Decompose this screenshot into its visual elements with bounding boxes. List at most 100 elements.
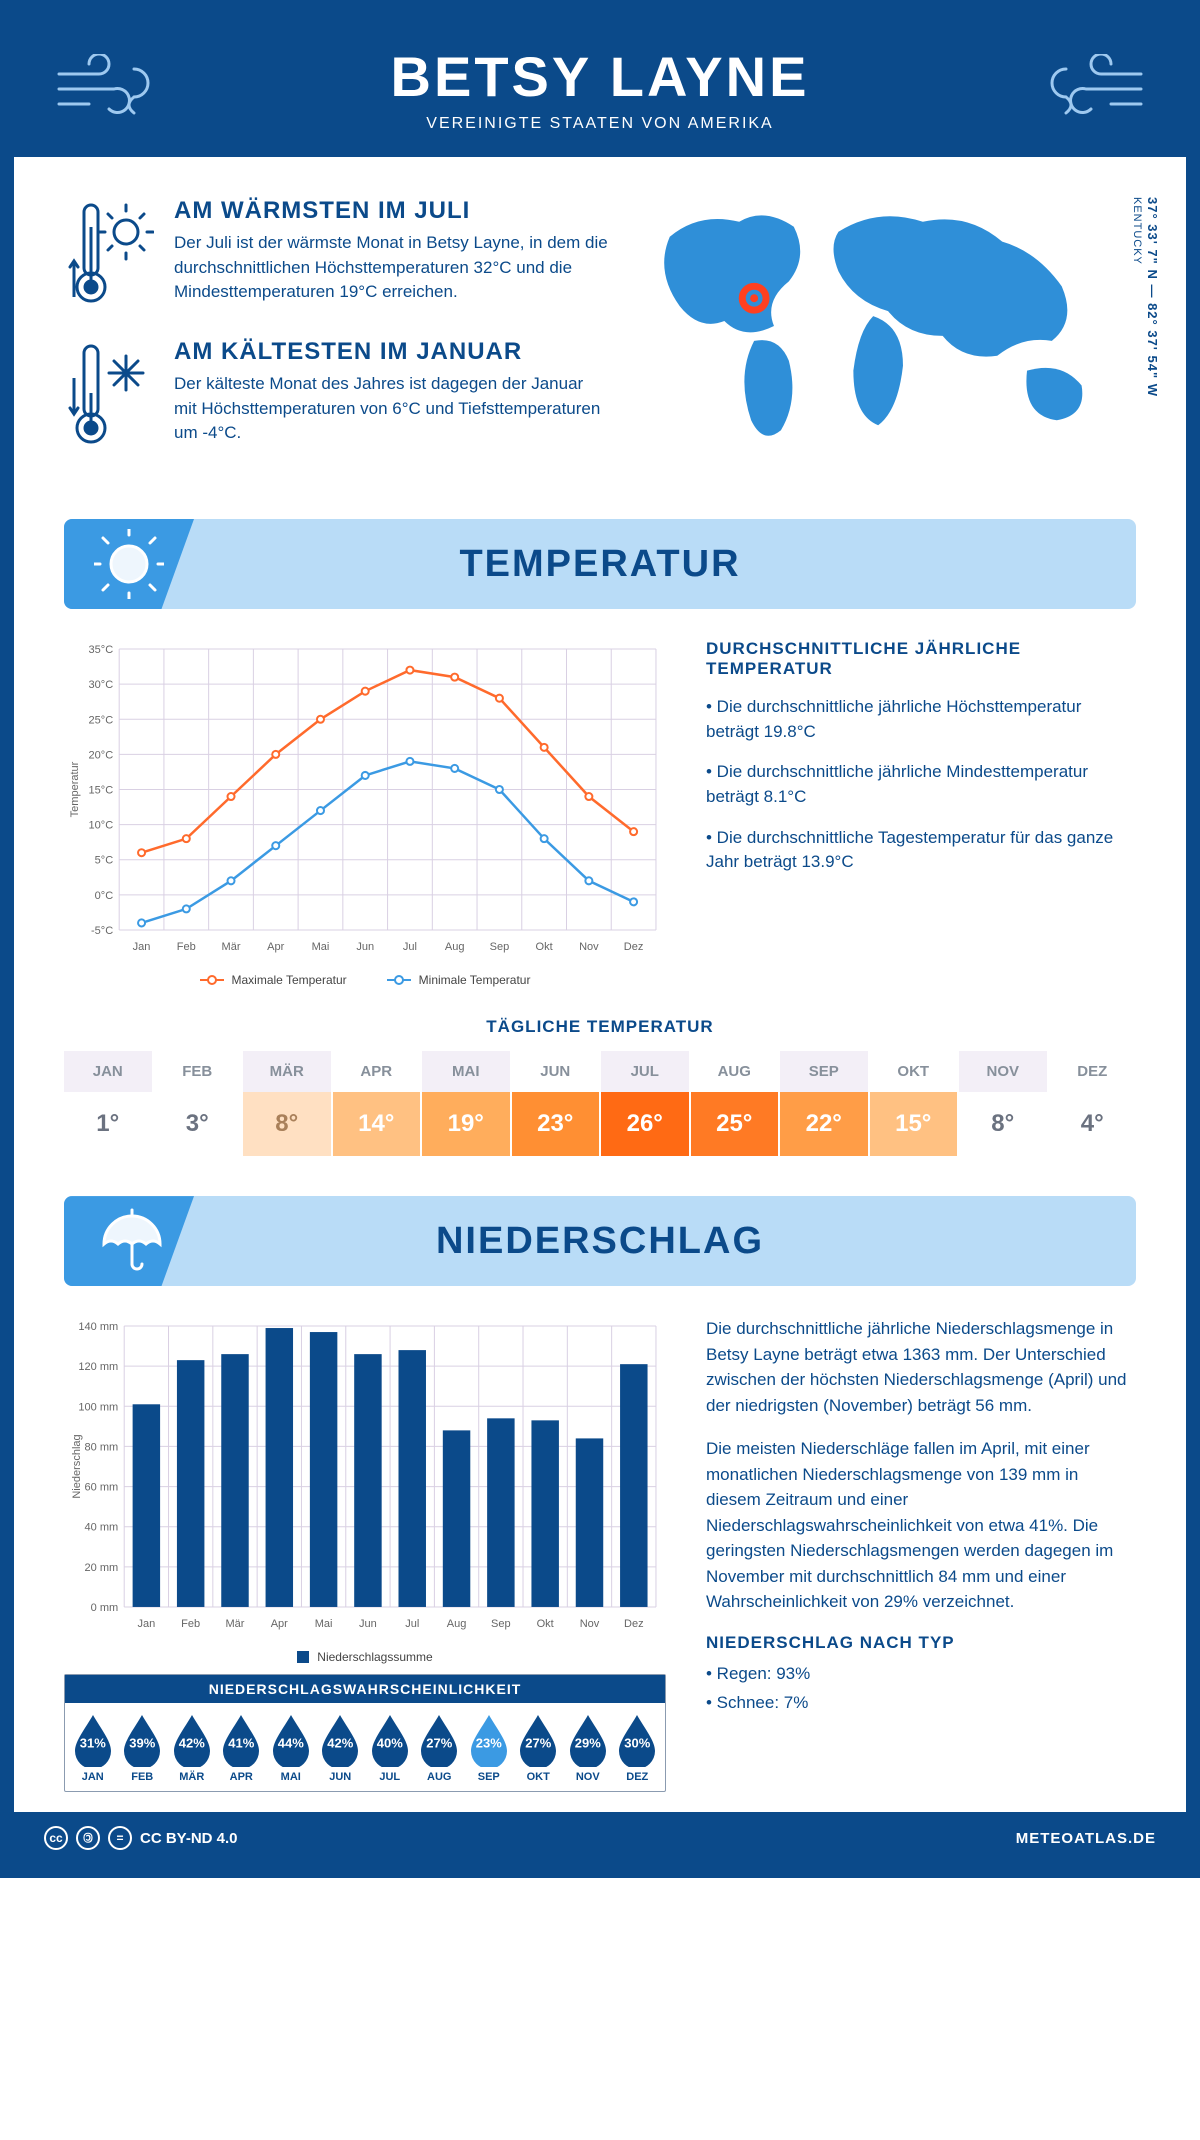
svg-text:Feb: Feb <box>181 1618 200 1630</box>
summary-cold: AM KÄLTESTEN IM JANUAR Der kälteste Mona… <box>64 338 610 453</box>
svg-text:120 mm: 120 mm <box>78 1361 118 1373</box>
svg-text:30°C: 30°C <box>89 679 114 691</box>
daily-temp-table: JAN1°FEB3°MÄR8°APR14°MAI19°JUN23°JUL26°A… <box>64 1051 1136 1156</box>
temp-cell: DEZ4° <box>1049 1051 1137 1156</box>
page-subtitle: VEREINIGTE STAATEN VON AMERIKA <box>34 115 1166 133</box>
svg-text:Nov: Nov <box>579 941 599 953</box>
probability-box: NIEDERSCHLAGSWAHRSCHEINLICHKEIT 31%JAN39… <box>64 1674 666 1792</box>
precip-p2: Die meisten Niederschläge fallen im Apri… <box>706 1436 1136 1615</box>
page-title: BETSY LAYNE <box>34 44 1166 109</box>
svg-text:Temperatur: Temperatur <box>69 761 81 817</box>
temp-bullet: • Die durchschnittliche Tagestemperatur … <box>706 826 1136 875</box>
temp-cell: JUL26° <box>601 1051 689 1156</box>
svg-text:25°C: 25°C <box>89 714 114 726</box>
temp-cell: NOV8° <box>959 1051 1047 1156</box>
probability-heading: NIEDERSCHLAGSWAHRSCHEINLICHKEIT <box>65 1675 665 1703</box>
svg-text:Jan: Jan <box>133 941 151 953</box>
svg-text:-5°C: -5°C <box>91 925 113 937</box>
svg-text:Niederschlag: Niederschlag <box>71 1434 83 1498</box>
temp-cell: SEP22° <box>780 1051 868 1156</box>
summary-warm-text: Der Juli ist der wärmste Monat in Betsy … <box>174 231 610 305</box>
svg-text:Aug: Aug <box>447 1618 467 1630</box>
svg-text:0°C: 0°C <box>95 890 114 902</box>
section-banner-precip: NIEDERSCHLAG <box>64 1196 1136 1286</box>
precip-legend: Niederschlagssumme <box>64 1650 666 1664</box>
cc-icon: cc <box>44 1826 68 1850</box>
summary-warm: AM WÄRMSTEN IM JULI Der Juli ist der wär… <box>64 197 610 312</box>
summary-warm-title: AM WÄRMSTEN IM JULI <box>174 197 610 225</box>
temp-cell: APR14° <box>333 1051 421 1156</box>
precip-chart: 0 mm20 mm40 mm60 mm80 mm100 mm120 mm140 … <box>64 1316 666 1792</box>
temp-row: -5°C 0°C 5°C 10°C 15°C 20°C 25°C 30°C 35°C Jan Feb… <box>64 639 1136 987</box>
temp-legend: Maximale Temperatur Minimale Temperatur <box>64 973 666 987</box>
temp-side: DURCHSCHNITTLICHE JÄHRLICHE TEMPERATUR •… <box>706 639 1136 987</box>
drop-item: 42%MÄR <box>168 1713 216 1783</box>
thermometer-cold-icon <box>64 338 154 453</box>
svg-text:0 mm: 0 mm <box>91 1602 119 1614</box>
svg-text:Nov: Nov <box>580 1618 600 1630</box>
precip-type-line: • Regen: 93% <box>706 1661 1136 1687</box>
drop-item: 27%AUG <box>416 1713 464 1783</box>
svg-text:Sep: Sep <box>491 1618 511 1630</box>
nd-icon: = <box>108 1826 132 1850</box>
temp-cell: MAI19° <box>422 1051 510 1156</box>
temp-cell: MÄR8° <box>243 1051 331 1156</box>
drop-item: 30%DEZ <box>614 1713 662 1783</box>
section-title-temp: TEMPERATUR <box>459 543 740 586</box>
drop-item: 39%FEB <box>119 1713 167 1783</box>
svg-text:Sep: Sep <box>490 941 510 953</box>
drop-item: 27%OKT <box>515 1713 563 1783</box>
license-text: CC BY-ND 4.0 <box>140 1830 238 1847</box>
temp-cell: JAN1° <box>64 1051 152 1156</box>
svg-text:Aug: Aug <box>445 941 465 953</box>
legend-min: Minimale Temperatur <box>419 973 531 987</box>
svg-text:Jul: Jul <box>403 941 417 953</box>
svg-text:80 mm: 80 mm <box>85 1442 119 1454</box>
svg-text:Jan: Jan <box>137 1618 155 1630</box>
umbrella-icon <box>64 1196 194 1286</box>
legend-precip: Niederschlagssumme <box>317 1650 432 1664</box>
svg-text:35°C: 35°C <box>89 644 114 656</box>
site-name: METEOATLAS.DE <box>1016 1830 1156 1847</box>
temp-bullet: • Die durchschnittliche jährliche Mindes… <box>706 760 1136 809</box>
top-row: AM WÄRMSTEN IM JULI Der Juli ist der wär… <box>64 197 1136 479</box>
footer: cc 🄯 = CC BY-ND 4.0 METEOATLAS.DE <box>14 1812 1186 1864</box>
svg-text:Jul: Jul <box>405 1618 419 1630</box>
drop-item: 41%APR <box>218 1713 266 1783</box>
svg-text:20°C: 20°C <box>89 749 114 761</box>
temp-bullet: • Die durchschnittliche jährliche Höchst… <box>706 695 1136 744</box>
content: AM WÄRMSTEN IM JULI Der Juli ist der wär… <box>14 157 1186 1812</box>
svg-text:Jun: Jun <box>359 1618 377 1630</box>
daily-temp-heading: TÄGLICHE TEMPERATUR <box>64 1017 1136 1037</box>
coordinates: 37° 33' 7" N — 82° 37' 54" WKENTUCKY <box>1130 197 1160 397</box>
drop-item: 31%JAN <box>69 1713 117 1783</box>
sun-icon <box>64 519 194 609</box>
svg-text:Mär: Mär <box>225 1618 244 1630</box>
svg-text:5°C: 5°C <box>95 855 114 867</box>
svg-text:Apr: Apr <box>267 941 284 953</box>
precip-type-line: • Schnee: 7% <box>706 1690 1136 1716</box>
svg-text:Okt: Okt <box>537 1618 554 1630</box>
temp-cell: FEB3° <box>154 1051 242 1156</box>
coord-region: KENTUCKY <box>1131 197 1143 265</box>
svg-text:15°C: 15°C <box>89 785 114 797</box>
summary-cold-text: Der kälteste Monat des Jahres ist dagege… <box>174 372 610 446</box>
section-banner-temp: TEMPERATUR <box>64 519 1136 609</box>
svg-text:Dez: Dez <box>624 941 644 953</box>
coord-lat: 37° 33' 7" N <box>1145 197 1160 280</box>
temp-side-heading: DURCHSCHNITTLICHE JÄHRLICHE TEMPERATUR <box>706 639 1136 679</box>
drop-item: 44%MAI <box>267 1713 315 1783</box>
precip-p1: Die durchschnittliche jährliche Niedersc… <box>706 1316 1136 1418</box>
by-icon: 🄯 <box>76 1826 100 1850</box>
temp-cell: AUG25° <box>691 1051 779 1156</box>
precip-row: 0 mm20 mm40 mm60 mm80 mm100 mm120 mm140 … <box>64 1316 1136 1792</box>
precip-type-heading: NIEDERSCHLAG NACH TYP <box>706 1633 1136 1653</box>
coord-lon: 82° 37' 54" W <box>1145 303 1160 397</box>
temp-chart: -5°C 0°C 5°C 10°C 15°C 20°C 25°C 30°C 35°C Jan Feb… <box>64 639 666 987</box>
svg-text:20 mm: 20 mm <box>85 1562 119 1574</box>
svg-text:Feb: Feb <box>177 941 196 953</box>
svg-text:10°C: 10°C <box>89 820 114 832</box>
summary-cold-title: AM KÄLTESTEN IM JANUAR <box>174 338 610 366</box>
svg-text:Dez: Dez <box>624 1618 644 1630</box>
drop-item: 42%JUN <box>317 1713 365 1783</box>
